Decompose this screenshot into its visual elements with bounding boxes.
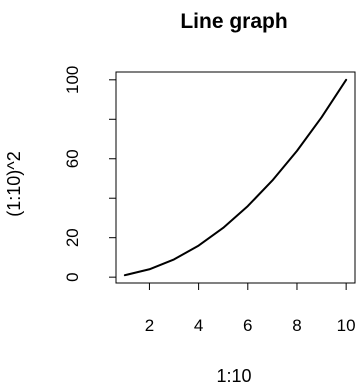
y-tick-label: 100	[63, 66, 82, 94]
chart-title: Line graph	[180, 10, 287, 33]
plot-area	[115, 71, 356, 284]
x-axis: 2 4 6 8 10	[145, 282, 356, 335]
x-tick-label: 8	[292, 316, 301, 335]
y-tick-label: 20	[63, 228, 82, 247]
x-tick-label: 4	[194, 316, 203, 335]
x-tick-label: 2	[145, 316, 154, 335]
y-axis-label: (1:10)^2	[4, 151, 24, 216]
series-line	[123, 78, 348, 277]
y-tick-label: 0	[63, 272, 82, 281]
x-axis-label: 1:10	[216, 366, 251, 386]
x-tick-label: 6	[243, 316, 252, 335]
y-tick-label: 60	[63, 149, 82, 168]
x-tick-label: 10	[337, 316, 356, 335]
series-layer	[123, 78, 348, 277]
y-axis: 0 20 60 100	[63, 66, 117, 282]
